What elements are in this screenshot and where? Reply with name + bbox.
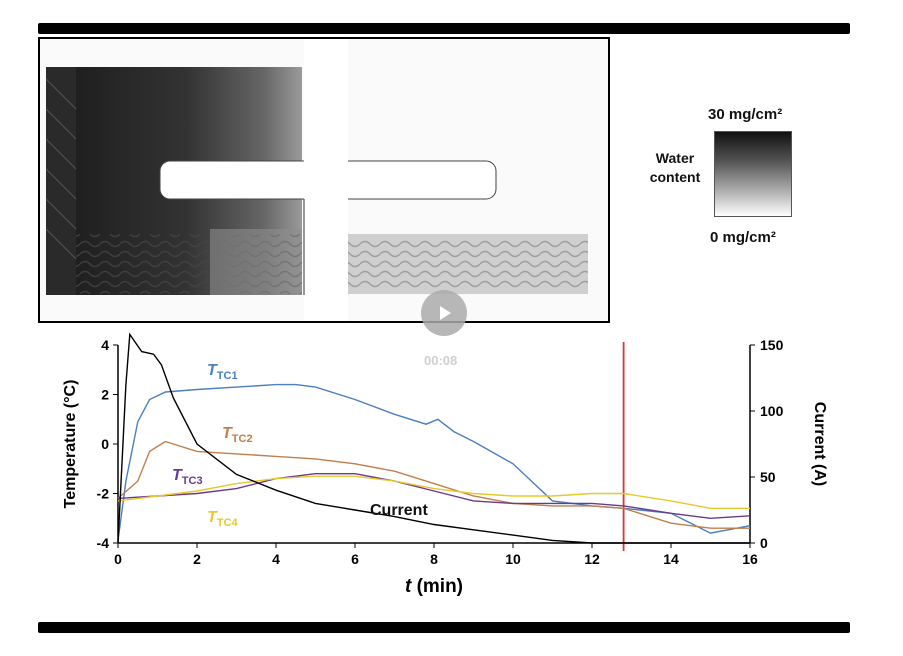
- y-left-tick-label: -4: [97, 535, 110, 551]
- series-label-t_tc1: TTC1: [207, 362, 238, 382]
- x-tick-label: 4: [272, 551, 280, 567]
- y-left-tick-label: 2: [101, 387, 109, 403]
- y-right-tick-label: 100: [760, 403, 784, 419]
- water-label-line1: Water: [655, 150, 695, 166]
- water-content-image: [38, 37, 610, 323]
- y-right-tick-label: 0: [760, 535, 768, 551]
- series-label-t_tc3: TTC3: [172, 467, 203, 487]
- y-axis-right-title: Current (A): [811, 402, 828, 486]
- water-label-line2: content: [649, 169, 701, 185]
- x-tick-label: 14: [663, 551, 679, 567]
- y-left-tick-label: 4: [101, 337, 109, 353]
- series-line-t_tc2: [117, 440, 750, 529]
- y-right-tick-label: 150: [760, 337, 784, 353]
- water-content-colorscale: [714, 131, 792, 217]
- series-label-t_tc2: TTC2: [222, 425, 253, 445]
- x-axis-title: t (min): [405, 576, 463, 597]
- series-line-current: [117, 332, 750, 544]
- series-line-t_tc4: [117, 475, 750, 509]
- bottom-border-bar: [38, 622, 850, 633]
- y-left-tick-label: -2: [97, 486, 110, 502]
- water-scale-max-label: 30 mg/cm²: [708, 106, 783, 123]
- y-right-tick-label: 50: [760, 469, 776, 485]
- x-tick-label: 12: [584, 551, 600, 567]
- play-button[interactable]: [421, 290, 467, 336]
- y-left-tick-label: 0: [101, 436, 109, 452]
- x-tick-label: 10: [505, 551, 521, 567]
- x-tick-label: 8: [430, 551, 438, 567]
- temperature-current-chart: 0 2 4 6 8 10 12 14 16 4 2 0 -2 -4 150 100 50 0 TTC1 TTC2 TTC…: [62, 332, 828, 597]
- x-tick-label: 2: [193, 551, 201, 567]
- x-tick-label: 0: [114, 551, 122, 567]
- series-label-t_tc4: TTC4: [207, 509, 238, 529]
- play-icon: [440, 306, 451, 320]
- water-scale-min-label: 0 mg/cm²: [710, 229, 776, 246]
- y-axis-left-title: Temperature (°C): [62, 380, 79, 509]
- water-content-label: Water content: [640, 149, 710, 187]
- series-line-t_tc3: [117, 473, 751, 520]
- x-tick-label: 6: [351, 551, 359, 567]
- series-label-current: Current: [370, 502, 428, 519]
- video-timestamp: 00:08: [424, 353, 458, 368]
- top-border-bar: [38, 23, 850, 34]
- x-tick-label: 16: [742, 551, 758, 567]
